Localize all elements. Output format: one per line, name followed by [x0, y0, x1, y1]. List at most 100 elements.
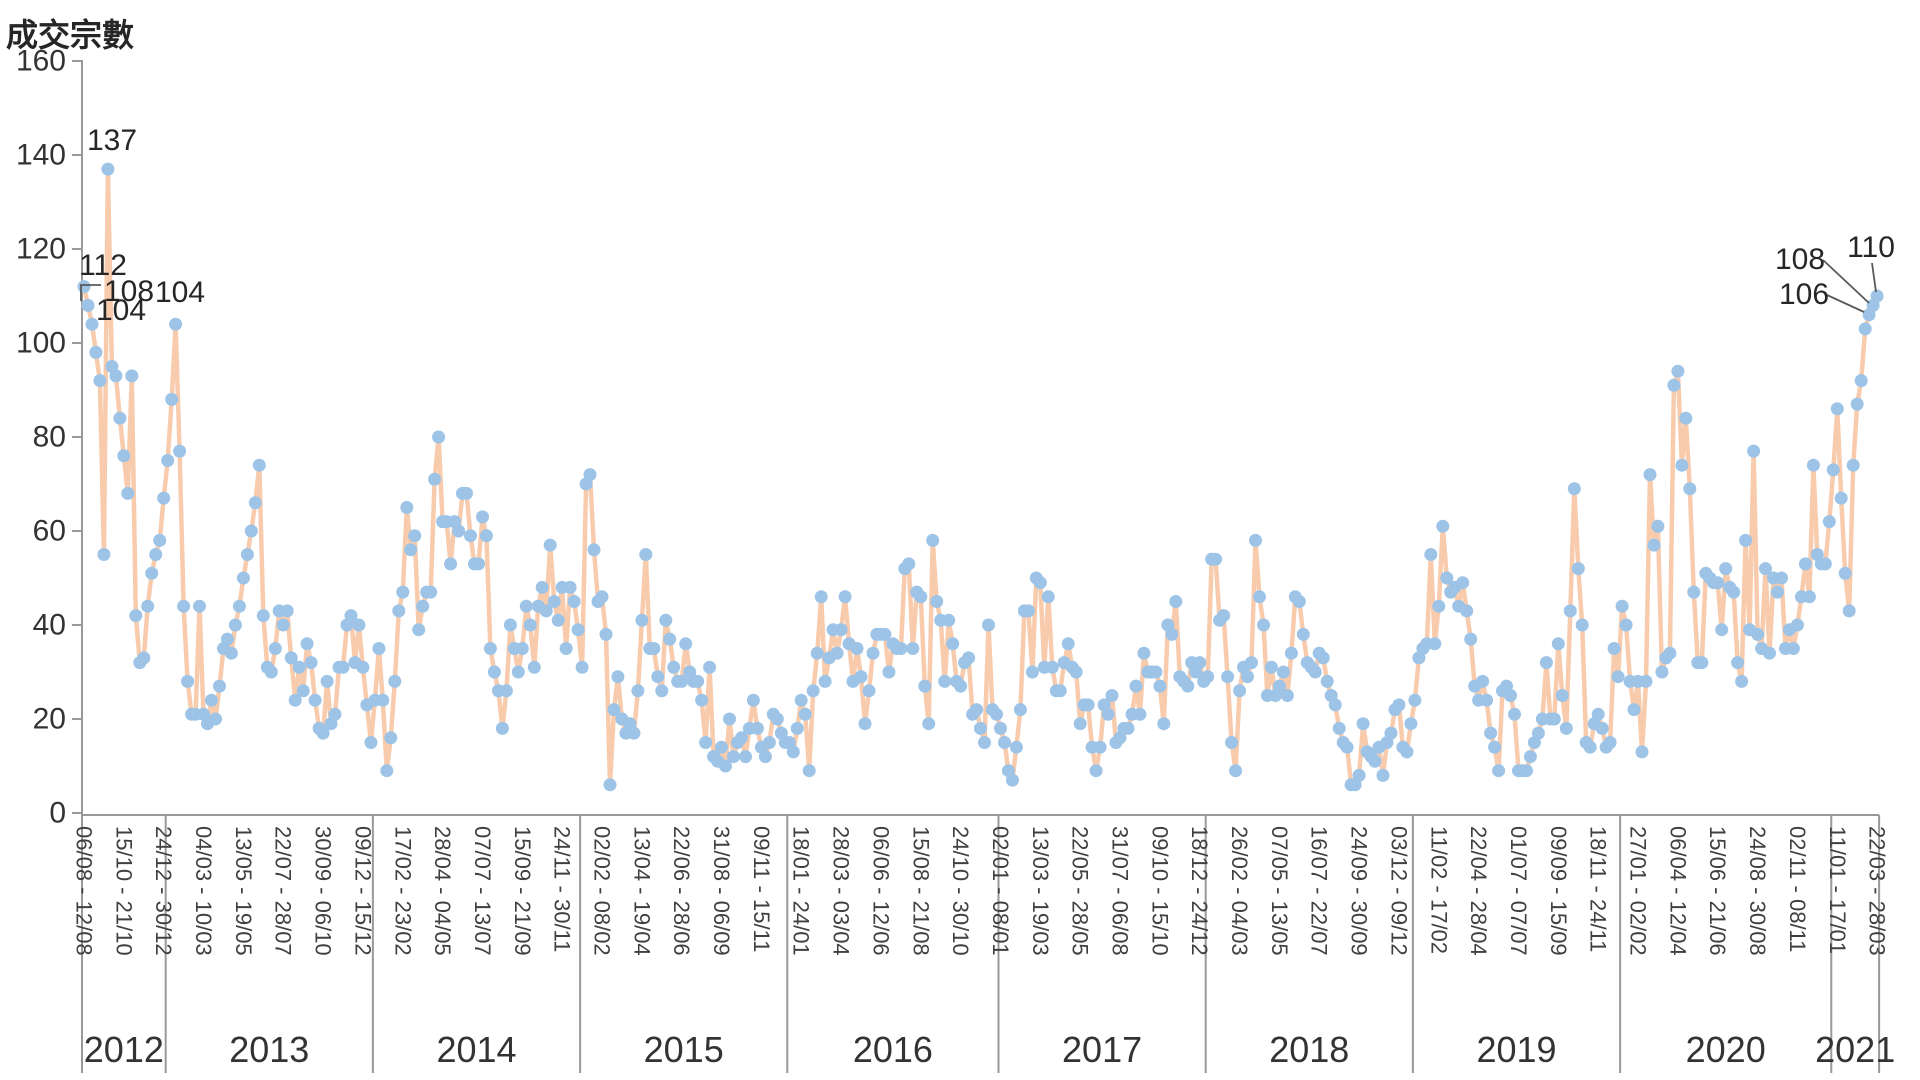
- date-tick-label: 07/05 - 13/05: [1267, 826, 1292, 956]
- data-point: [1480, 693, 1494, 707]
- annotation-label: 104: [155, 276, 205, 309]
- data-point: [862, 684, 876, 698]
- data-point: [1464, 632, 1478, 646]
- data-point: [1157, 717, 1171, 731]
- data-point: [1368, 754, 1382, 768]
- data-point: [1257, 618, 1270, 632]
- year-label: 2015: [644, 1029, 724, 1070]
- date-tick-label: 18/01 - 24/01: [789, 826, 814, 956]
- data-point: [1563, 604, 1577, 618]
- data-point: [1802, 590, 1816, 604]
- data-point: [858, 717, 872, 731]
- data-point: [336, 660, 350, 674]
- data-point: [978, 736, 991, 749]
- data-point: [930, 595, 944, 608]
- data-point: [193, 599, 206, 613]
- data-point: [320, 674, 334, 688]
- data-point: [1763, 646, 1776, 660]
- data-point: [802, 764, 816, 778]
- data-point: [1547, 712, 1561, 726]
- date-tick-label: 09/10 - 15/10: [1147, 826, 1172, 956]
- y-tick-label: 80: [33, 421, 66, 454]
- data-point: [970, 703, 984, 717]
- date-tick-label: 02/01 - 08/01: [988, 826, 1013, 956]
- data-point: [675, 674, 689, 688]
- data-point: [1005, 773, 1019, 787]
- data-point: [1834, 491, 1848, 505]
- data-point: [464, 529, 477, 543]
- date-tick-label: 31/08 - 06/09: [709, 826, 734, 956]
- data-point: [1456, 576, 1470, 590]
- data-point: [1850, 397, 1864, 411]
- date-tick-label: 06/06 - 12/06: [868, 826, 893, 956]
- annotation-leader: [1826, 294, 1865, 313]
- data-point: [292, 660, 306, 674]
- data-point: [483, 642, 497, 655]
- data-point: [758, 750, 772, 764]
- data-point: [651, 670, 665, 684]
- date-tick-label: 09/11 - 15/11: [749, 826, 774, 952]
- data-point: [316, 726, 330, 740]
- data-point: [659, 613, 673, 627]
- data-point: [818, 674, 832, 688]
- data-point: [1531, 726, 1545, 740]
- annotation-label: 106: [1779, 278, 1829, 311]
- date-tick-label: 04/03 - 10/03: [191, 826, 216, 956]
- data-point: [1595, 721, 1609, 735]
- date-tick-label: 28/04 - 04/05: [430, 826, 455, 956]
- data-point: [1687, 585, 1701, 599]
- data-point: [679, 637, 693, 651]
- data-point: [364, 736, 378, 749]
- data-point: [205, 693, 218, 707]
- data-point: [1424, 548, 1438, 561]
- data-point: [663, 632, 677, 646]
- data-point: [1308, 665, 1322, 679]
- data-point: [611, 670, 625, 684]
- data-point: [750, 721, 764, 735]
- data-point: [1870, 289, 1884, 303]
- data-point: [495, 721, 509, 735]
- date-tick-label: 22/06 - 28/06: [669, 826, 694, 956]
- y-tick-label: 120: [16, 233, 66, 266]
- data-point: [715, 740, 728, 754]
- data-point: [1488, 740, 1502, 754]
- data-point: [452, 524, 466, 538]
- data-point: [794, 693, 808, 707]
- data-point: [328, 707, 342, 721]
- data-point: [284, 651, 298, 665]
- data-point: [228, 618, 242, 632]
- year-label: 2016: [853, 1029, 933, 1070]
- data-point: [1093, 740, 1107, 754]
- data-point: [1332, 721, 1346, 735]
- data-point: [699, 736, 713, 749]
- data-point: [926, 533, 940, 547]
- data-point: [300, 637, 314, 651]
- date-tick-label: 24/12 - 30/12: [151, 826, 176, 956]
- data-point: [432, 430, 446, 444]
- data-point: [1611, 670, 1625, 684]
- data-point: [1460, 604, 1474, 618]
- data-point: [149, 548, 163, 561]
- date-tick-label: 16/07 - 22/07: [1307, 826, 1332, 956]
- data-point: [719, 759, 732, 773]
- data-point: [1842, 604, 1856, 618]
- data-point: [1229, 764, 1243, 778]
- y-tick-label: 140: [16, 139, 66, 172]
- data-point: [850, 642, 864, 655]
- data-point: [1221, 670, 1235, 684]
- data-point: [1683, 482, 1697, 496]
- data-point: [125, 369, 139, 383]
- data-point: [93, 374, 107, 388]
- data-point: [288, 693, 302, 707]
- date-tick-label: 01/07 - 07/07: [1506, 826, 1531, 956]
- data-point: [1751, 627, 1765, 641]
- annotation-label: 104: [96, 294, 146, 327]
- year-label: 2017: [1062, 1029, 1142, 1070]
- date-tick-label: 22/04 - 28/04: [1466, 826, 1491, 956]
- data-point: [304, 656, 318, 670]
- data-point: [1715, 623, 1729, 637]
- data-point: [236, 571, 250, 585]
- data-point: [416, 599, 430, 613]
- data-point: [224, 646, 238, 660]
